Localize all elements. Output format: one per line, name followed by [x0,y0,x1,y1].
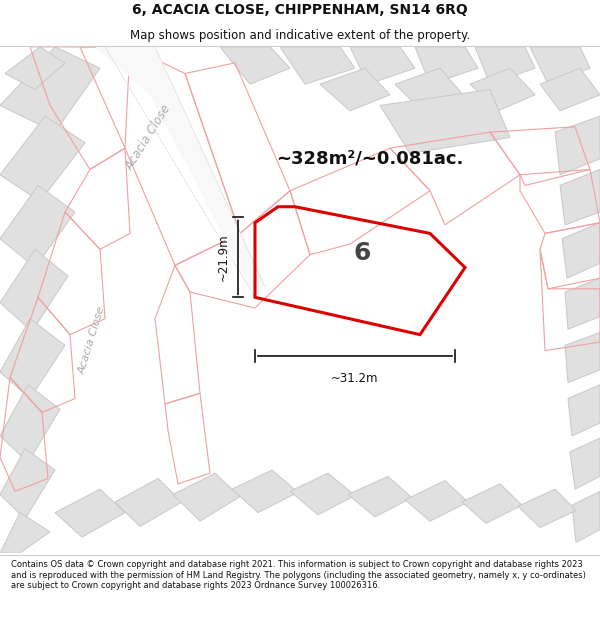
Polygon shape [173,473,240,521]
Polygon shape [55,489,125,537]
Polygon shape [115,479,182,526]
Polygon shape [555,116,600,175]
Polygon shape [0,319,65,399]
Polygon shape [395,68,465,114]
Polygon shape [0,385,60,462]
Text: ~31.2m: ~31.2m [331,372,379,385]
Polygon shape [568,385,600,436]
Text: Acacia Close: Acacia Close [123,102,173,172]
Polygon shape [540,68,600,111]
Polygon shape [0,47,100,132]
Polygon shape [0,186,75,268]
Text: Map shows position and indicative extent of the property.: Map shows position and indicative extent… [130,29,470,42]
Polygon shape [405,481,468,521]
Polygon shape [232,470,298,512]
Text: ~21.9m: ~21.9m [217,234,230,281]
Polygon shape [0,512,50,553]
Polygon shape [348,476,412,517]
Polygon shape [290,473,355,515]
Text: 6, ACACIA CLOSE, CHIPPENHAM, SN14 6RQ: 6, ACACIA CLOSE, CHIPPENHAM, SN14 6RQ [132,3,468,18]
Polygon shape [462,484,522,523]
Polygon shape [280,47,355,84]
Polygon shape [565,278,600,329]
Polygon shape [95,47,265,298]
Text: 6: 6 [354,241,371,265]
Polygon shape [565,332,600,382]
Polygon shape [380,89,510,154]
Polygon shape [0,116,85,201]
Polygon shape [530,47,590,84]
Polygon shape [0,449,55,519]
Polygon shape [415,47,478,84]
Polygon shape [475,47,535,84]
Polygon shape [560,169,600,225]
Polygon shape [562,222,600,278]
Polygon shape [220,47,290,84]
Polygon shape [320,68,390,111]
Polygon shape [518,489,576,528]
Polygon shape [470,68,535,111]
Text: Acacia Close: Acacia Close [77,305,107,375]
Polygon shape [5,47,65,89]
Polygon shape [570,438,600,489]
Polygon shape [572,491,600,542]
Text: ~328m²/~0.081ac.: ~328m²/~0.081ac. [277,150,464,168]
Polygon shape [0,249,68,331]
Polygon shape [350,47,415,84]
Text: Contains OS data © Crown copyright and database right 2021. This information is : Contains OS data © Crown copyright and d… [11,560,586,590]
